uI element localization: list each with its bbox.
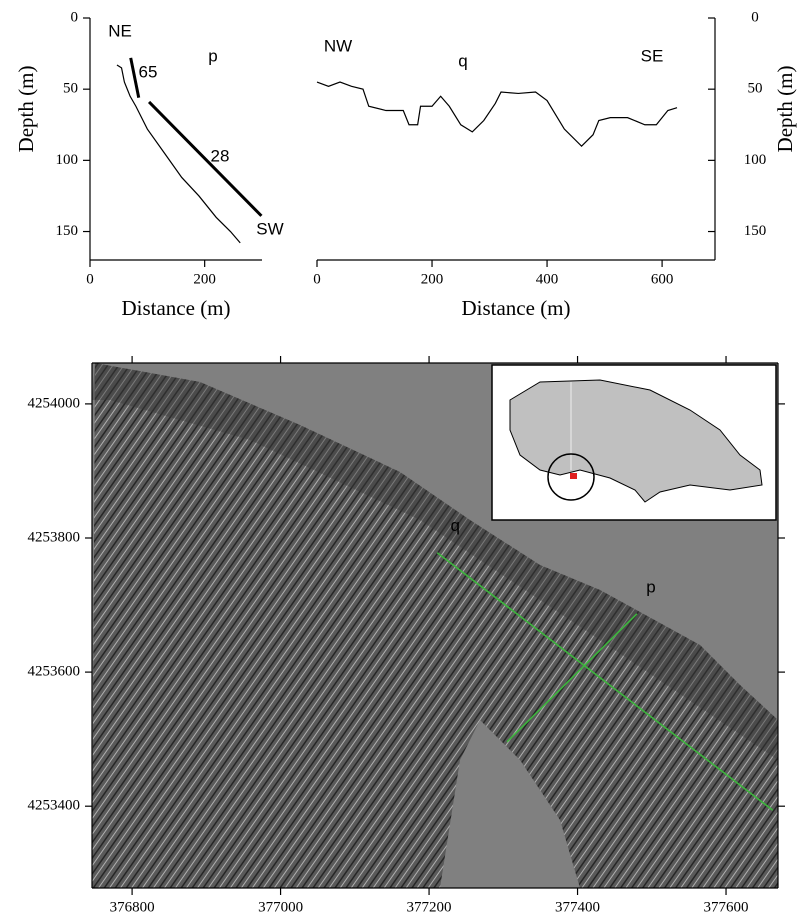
x-tick-label: 377200: [407, 899, 452, 915]
y-tick-label: 50: [748, 81, 763, 97]
annotation: NE: [108, 21, 132, 40]
x-tick-label: 0: [86, 271, 94, 287]
slope-line: [129, 57, 141, 99]
x-tick-label: 377600: [704, 899, 749, 915]
transect-line: [506, 613, 638, 743]
x-tick-label: 400: [536, 271, 559, 287]
annotation: p: [208, 46, 217, 65]
annotation: q: [458, 51, 467, 70]
x-tick-label: 377400: [555, 899, 600, 915]
annotation: SW: [256, 219, 283, 238]
transect-line: [436, 552, 774, 811]
transect-label: p: [646, 577, 655, 596]
x-tick-label: 376800: [110, 899, 155, 915]
y-axis-label: Depth (m): [773, 66, 797, 153]
profile-line: [116, 64, 241, 244]
slope-line: [147, 100, 263, 217]
y-tick-label: 0: [751, 9, 759, 25]
x-axis-label: Distance (m): [121, 296, 230, 320]
x-tick-label: 0: [313, 271, 321, 287]
x-tick-label: 200: [193, 271, 216, 287]
inset-map: [491, 364, 777, 521]
y-tick-label: 4253400: [28, 798, 81, 814]
y-tick-label: 0: [71, 9, 79, 25]
x-tick-label: 200: [421, 271, 444, 287]
x-axis-label: Distance (m): [461, 296, 570, 320]
y-tick-label: 100: [744, 152, 767, 168]
x-tick-label: 377000: [258, 899, 303, 915]
annotation: 65: [139, 62, 158, 81]
y-tick-label: 4253800: [28, 529, 81, 545]
annotation: NW: [324, 36, 352, 55]
y-axis-label: Depth (m): [14, 66, 38, 153]
y-tick-label: 100: [56, 152, 79, 168]
y-tick-label: 150: [56, 223, 79, 239]
y-tick-label: 4254000: [28, 395, 81, 411]
annotation: SE: [641, 46, 664, 65]
y-tick-label: 50: [63, 81, 78, 97]
profile-line: [316, 81, 678, 147]
annotation: 28: [211, 146, 230, 165]
y-tick-label: 4253600: [28, 664, 81, 680]
y-tick-label: 150: [744, 223, 767, 239]
x-tick-label: 600: [651, 271, 674, 287]
transect-label: q: [450, 516, 459, 535]
